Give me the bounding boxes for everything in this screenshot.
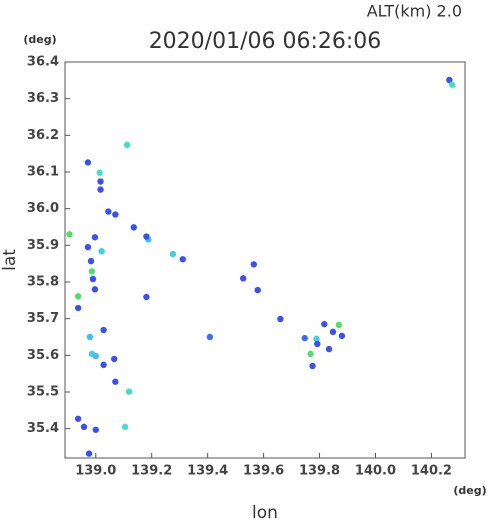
echo-point bbox=[314, 340, 321, 348]
echo-point bbox=[92, 426, 99, 433]
echo-point bbox=[123, 141, 131, 149]
altitude-label: ALT(km) 2.0 bbox=[367, 2, 462, 21]
echo-point bbox=[100, 326, 107, 334]
y-tick-label: 35.4 bbox=[27, 421, 59, 436]
echo-point bbox=[179, 256, 186, 263]
echo-point bbox=[89, 275, 97, 283]
plot-frame bbox=[64, 61, 466, 459]
echo-point bbox=[85, 450, 93, 457]
echo-point bbox=[92, 352, 99, 360]
echo-point bbox=[91, 286, 99, 293]
echo-point bbox=[446, 76, 453, 84]
echo-point bbox=[250, 261, 258, 268]
echo-point bbox=[80, 423, 88, 431]
echo-point bbox=[143, 233, 150, 240]
y-tick-label: 36.0 bbox=[27, 201, 59, 216]
echo-point bbox=[143, 293, 150, 301]
echo-point bbox=[66, 231, 73, 238]
echo-point bbox=[338, 332, 346, 340]
echo-point bbox=[313, 335, 320, 343]
y-tick-label: 35.5 bbox=[27, 385, 59, 400]
x-tick-label: 139.8 bbox=[299, 464, 340, 479]
echo-point bbox=[97, 186, 104, 193]
y-tick-label: 35.6 bbox=[27, 348, 59, 363]
echo-point bbox=[309, 362, 316, 370]
chart-title: 2020/01/06 06:26:06 bbox=[149, 29, 382, 54]
echo-point bbox=[97, 178, 104, 185]
y-tick-label: 35.7 bbox=[27, 311, 59, 326]
x-axis-label: lon bbox=[252, 503, 278, 521]
echo-point bbox=[448, 81, 456, 88]
y-tick-label: 36.3 bbox=[27, 91, 59, 106]
y-tick-label: 35.9 bbox=[27, 238, 59, 253]
echo-point bbox=[88, 268, 96, 275]
echo-point bbox=[111, 355, 118, 363]
x-tick-label: 139.2 bbox=[131, 464, 172, 479]
echo-point bbox=[329, 328, 337, 336]
echo-point bbox=[86, 333, 94, 341]
echo-point bbox=[307, 350, 314, 358]
echo-point bbox=[98, 248, 105, 255]
x-tick-label: 140.0 bbox=[355, 464, 396, 479]
echo-point bbox=[335, 321, 343, 329]
echo-point bbox=[277, 315, 284, 323]
y-tick-label: 35.8 bbox=[27, 275, 59, 290]
echo-point bbox=[100, 361, 107, 369]
echo-point bbox=[112, 378, 119, 385]
echo-point bbox=[105, 208, 112, 215]
echo-point bbox=[74, 304, 82, 312]
echo-point bbox=[74, 415, 82, 422]
echo-point bbox=[96, 169, 103, 176]
echo-point bbox=[91, 234, 99, 241]
echo-point bbox=[84, 243, 92, 251]
x-tick-label: 140.2 bbox=[411, 464, 452, 479]
echo-point bbox=[239, 275, 247, 282]
x-unit: (deg) bbox=[453, 484, 486, 497]
echo-point bbox=[206, 333, 214, 341]
echo-point bbox=[125, 388, 133, 395]
echo-point bbox=[74, 293, 82, 300]
x-tick-label: 139.0 bbox=[75, 464, 116, 479]
echo-point bbox=[169, 250, 177, 258]
y-tick-label: 36.2 bbox=[27, 128, 59, 143]
echo-point bbox=[301, 334, 308, 342]
y-unit: (deg) bbox=[23, 33, 56, 46]
echo-point bbox=[87, 257, 95, 265]
echo-point bbox=[84, 159, 92, 166]
echo-point bbox=[112, 211, 119, 218]
y-tick-label: 36.1 bbox=[27, 165, 59, 180]
echo-point bbox=[121, 423, 129, 431]
echo-point bbox=[254, 286, 261, 294]
echo-point bbox=[321, 320, 328, 328]
y-axis-label: lat bbox=[0, 249, 20, 271]
echo-point bbox=[130, 224, 138, 231]
y-tick-label: 36.4 bbox=[27, 55, 59, 70]
x-tick-label: 139.6 bbox=[243, 464, 284, 479]
x-tick-label: 139.4 bbox=[187, 464, 228, 479]
echo-point bbox=[325, 345, 333, 353]
